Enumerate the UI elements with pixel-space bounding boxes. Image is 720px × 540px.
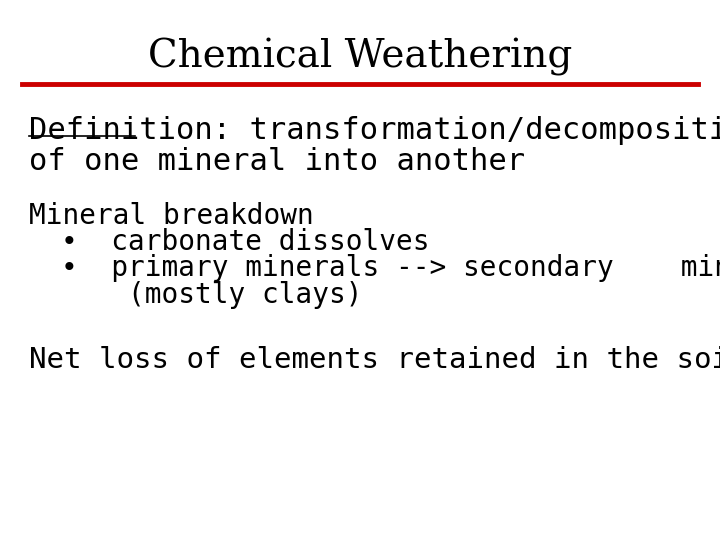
Text: Net loss of elements retained in the soil.: Net loss of elements retained in the soi… <box>29 346 720 374</box>
Text: of one mineral into another: of one mineral into another <box>29 147 525 176</box>
Text: Mineral breakdown: Mineral breakdown <box>29 202 313 231</box>
Text: Chemical Weathering: Chemical Weathering <box>148 38 572 76</box>
Text: Definition: transformation/decomposition: Definition: transformation/decomposition <box>29 116 720 145</box>
Text: (mostly clays): (mostly clays) <box>61 281 363 309</box>
Text: •  carbonate dissolves: • carbonate dissolves <box>61 228 430 256</box>
Text: •  primary minerals --> secondary    minerals: • primary minerals --> secondary mineral… <box>61 254 720 282</box>
